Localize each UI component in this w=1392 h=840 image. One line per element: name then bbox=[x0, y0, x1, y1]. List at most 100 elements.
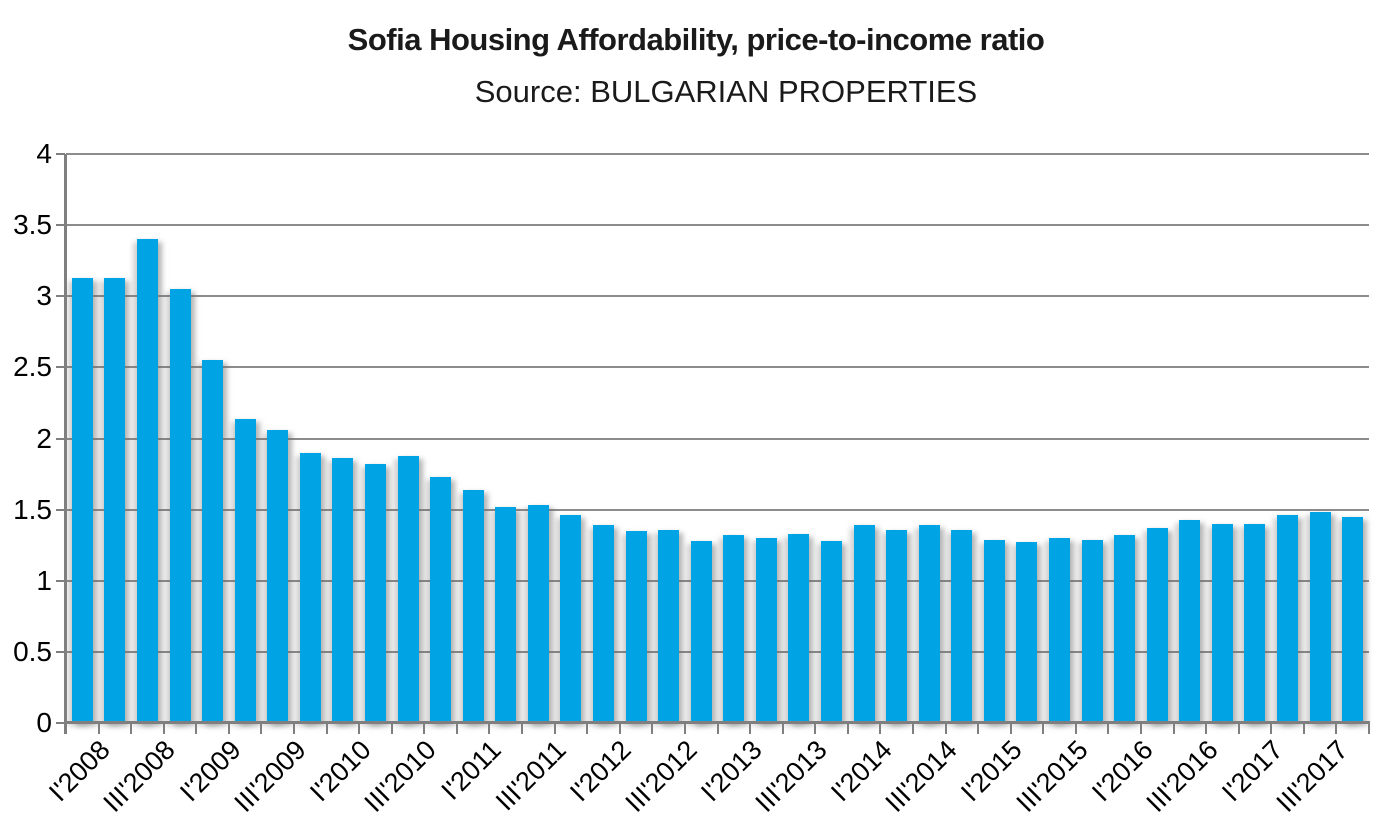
x-tick bbox=[390, 724, 393, 734]
x-axis-line bbox=[64, 721, 1370, 724]
x-tick bbox=[1107, 724, 1110, 734]
gridline bbox=[66, 153, 1369, 155]
bar-IV'2013 bbox=[821, 540, 842, 723]
bar-IV'2010 bbox=[430, 476, 452, 723]
x-tick bbox=[749, 724, 752, 734]
bar-I'2008 bbox=[71, 277, 93, 723]
bar-III'2009 bbox=[267, 429, 289, 723]
bar-II'2014 bbox=[886, 529, 908, 723]
x-tick bbox=[1172, 724, 1175, 734]
bar-III'2016 bbox=[1179, 519, 1201, 723]
bar-III'2011 bbox=[527, 505, 549, 723]
x-tick bbox=[423, 724, 426, 734]
bar-III'2008 bbox=[136, 239, 158, 723]
y-tick bbox=[56, 224, 65, 227]
x-tick bbox=[1205, 724, 1208, 734]
x-tick bbox=[1270, 724, 1273, 734]
bar-II'2015 bbox=[1016, 542, 1038, 723]
x-tick bbox=[521, 724, 524, 734]
gridline bbox=[66, 366, 1369, 369]
x-tick bbox=[488, 724, 491, 734]
y-axis-label: 1 bbox=[36, 564, 52, 596]
y-tick bbox=[56, 437, 65, 440]
x-tick bbox=[130, 724, 133, 734]
chart-subtitle: Source: BULGARIAN PROPERTIES bbox=[474, 74, 978, 109]
y-axis-label: 2 bbox=[36, 422, 52, 454]
bar-I'2016 bbox=[1114, 535, 1136, 723]
x-tick bbox=[977, 724, 980, 734]
bar-I'2013 bbox=[723, 535, 745, 723]
bar-III'2015 bbox=[1049, 538, 1071, 723]
plot-area bbox=[66, 153, 1369, 723]
x-tick bbox=[227, 724, 230, 734]
bar-III'2013 bbox=[788, 533, 810, 723]
y-axis-label: 0 bbox=[36, 707, 52, 738]
gridline bbox=[66, 295, 1369, 298]
bar-IV'2011 bbox=[560, 515, 582, 723]
bar-II'2012 bbox=[625, 530, 647, 723]
bar-I'2009 bbox=[202, 360, 224, 723]
x-tick bbox=[1009, 724, 1012, 734]
x-tick bbox=[911, 724, 914, 734]
bar-III'2010 bbox=[397, 455, 419, 723]
gridline bbox=[66, 224, 1369, 227]
bar-II'2009 bbox=[234, 418, 256, 723]
x-tick bbox=[293, 724, 296, 734]
gridline bbox=[66, 579, 1369, 582]
y-tick bbox=[56, 508, 65, 511]
y-axis-label: 2.5 bbox=[13, 351, 52, 383]
y-axis-label: 0.5 bbox=[13, 635, 52, 667]
bar-III'2012 bbox=[658, 529, 680, 723]
x-tick bbox=[1335, 724, 1338, 734]
x-tick bbox=[781, 724, 784, 734]
bar-IV'2008 bbox=[169, 289, 191, 723]
x-tick bbox=[97, 724, 100, 734]
x-tick bbox=[879, 724, 882, 734]
bar-IV'2016 bbox=[1211, 523, 1233, 723]
bar-IV'2012 bbox=[690, 540, 712, 723]
x-tick bbox=[1074, 724, 1077, 734]
bar-IV'2017 bbox=[1342, 516, 1364, 723]
x-tick bbox=[553, 724, 556, 734]
y-tick bbox=[56, 579, 65, 582]
y-axis-label: 4 bbox=[36, 138, 52, 169]
x-tick bbox=[618, 724, 621, 734]
bar-II'2008 bbox=[104, 277, 126, 723]
bar-IV'2014 bbox=[951, 529, 973, 723]
gridline bbox=[66, 650, 1369, 653]
x-tick bbox=[325, 724, 328, 734]
x-tick bbox=[846, 724, 849, 734]
y-tick bbox=[56, 722, 65, 724]
x-tick bbox=[651, 724, 654, 734]
gridline bbox=[66, 508, 1369, 511]
x-tick bbox=[455, 724, 458, 734]
bar-I'2017 bbox=[1244, 523, 1266, 723]
x-tick bbox=[195, 724, 198, 734]
x-tick bbox=[65, 724, 67, 734]
y-axis-line bbox=[64, 154, 67, 734]
x-tick bbox=[260, 724, 263, 734]
bar-IV'2009 bbox=[299, 452, 321, 723]
bar-IV'2015 bbox=[1081, 539, 1103, 723]
x-tick bbox=[716, 724, 719, 734]
bar-I'2011 bbox=[462, 489, 484, 723]
x-tick bbox=[1368, 724, 1370, 734]
y-axis-label: 1.5 bbox=[13, 493, 52, 525]
chart-title: Sofia Housing Affordability, price-to-in… bbox=[347, 22, 1045, 57]
x-tick bbox=[162, 724, 165, 734]
bar-III'2014 bbox=[918, 525, 940, 723]
y-axis-label: 3 bbox=[36, 280, 52, 312]
y-tick bbox=[56, 366, 65, 369]
bar-II'2010 bbox=[364, 464, 386, 723]
x-tick bbox=[1042, 724, 1045, 734]
y-tick bbox=[56, 295, 65, 298]
y-axis-label: 3.5 bbox=[13, 209, 52, 241]
x-tick bbox=[358, 724, 361, 734]
bar-II'2016 bbox=[1146, 528, 1168, 723]
x-tick bbox=[1237, 724, 1240, 734]
bar-I'2012 bbox=[592, 525, 614, 723]
bar-II'2017 bbox=[1277, 515, 1299, 723]
x-tick bbox=[814, 724, 817, 734]
x-tick bbox=[1302, 724, 1305, 734]
